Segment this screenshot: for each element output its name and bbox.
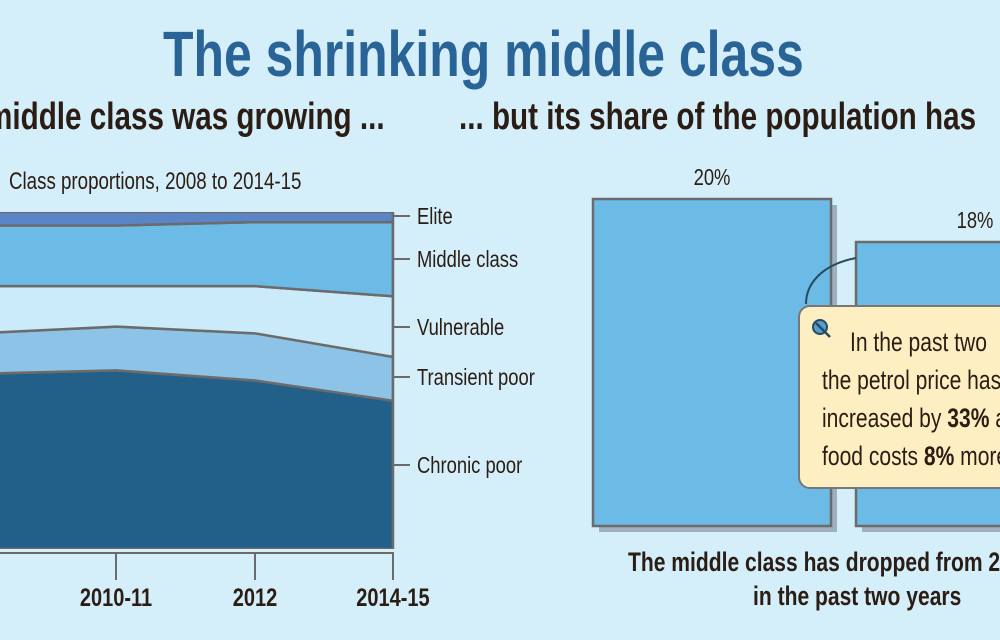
callout-text: a (989, 403, 1000, 433)
legend-label-elite: Elite (417, 204, 453, 229)
callout-line: the petrol price has (822, 365, 1000, 396)
stacked-area-chart (0, 212, 393, 549)
callout-text: the petrol price has (822, 365, 1000, 395)
callout-text: increased by (822, 403, 948, 433)
bar-value-label: 18% (957, 208, 994, 233)
subtitle-right-text: ... but its share of the population has (459, 96, 977, 138)
subtitle-left-text: middle class was growing ... (0, 96, 385, 138)
caption-row-2: in the past two years (628, 579, 1000, 613)
callout-line: increased by 33% a (822, 403, 1000, 434)
bar-caption: The middle class has dropped from 20% in… (628, 545, 1000, 613)
subtitle-right: ... but its share of the population has (459, 98, 1000, 136)
legend-label-chronic-poor: Chronic poor (417, 453, 522, 478)
callout-text: In the past two (850, 327, 987, 357)
callout-text: 33% (947, 403, 990, 433)
legend-label-middle-class: Middle class (417, 247, 518, 272)
legend-label-vulnerable: Vulnerable (417, 315, 504, 340)
title-text: The shrinking middle class (163, 18, 804, 90)
x-tick-label: 2012 (233, 584, 277, 612)
callout-text: food costs (822, 441, 924, 471)
area-middle-class (0, 220, 393, 298)
area-chronic-poor (0, 369, 393, 549)
area-chart-title-text: Class proportions, 2008 to 2014-15 (9, 168, 302, 195)
caption-row-1: The middle class has dropped from 20% (628, 545, 1000, 579)
callout-text: more (960, 441, 1000, 471)
bar (591, 197, 833, 528)
legend-label-transient-poor: Transient poor (417, 365, 535, 390)
x-tick-label: 2010-11 (80, 584, 152, 612)
callout-box: In the past two the petrol price has incre… (798, 305, 1000, 489)
callout-connector (805, 257, 857, 305)
callout-line: In the past two (850, 327, 987, 358)
callout-line: food costs 8% more (822, 441, 1000, 472)
magnifier-icon (812, 319, 831, 338)
area-legend: Chronic poor Transient poor Vulnerable Midd… (394, 204, 535, 479)
x-tick-label: 2014-15 (356, 584, 429, 612)
subtitle-left: middle class was growing ... (0, 98, 497, 136)
caption-line-1: The middle class has dropped from 20% (628, 547, 1000, 577)
bar-value-label: 20% (694, 165, 731, 190)
callout-text: 8% (923, 441, 955, 471)
area-chart-title: Class proportions, 2008 to 2014-15 (9, 170, 384, 194)
page-title: The shrinking middle class (163, 22, 985, 86)
area-elite (0, 212, 393, 227)
caption-line-2: in the past two years (753, 581, 962, 611)
